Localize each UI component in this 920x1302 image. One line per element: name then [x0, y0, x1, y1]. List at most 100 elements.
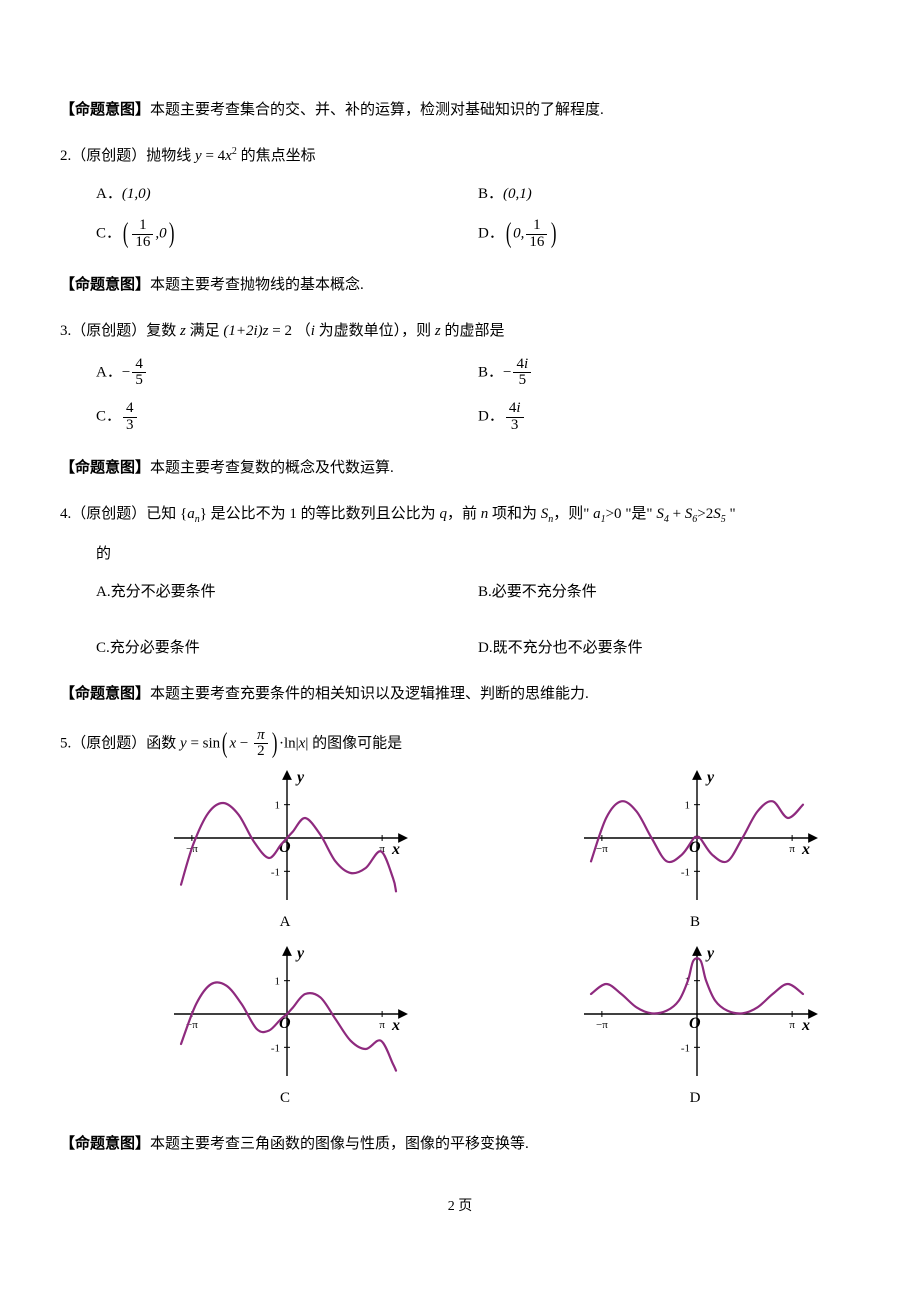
t: ·ln| — [279, 735, 299, 751]
t: (1+2 — [223, 323, 253, 339]
paren: ) — [168, 220, 174, 248]
t: " — [726, 506, 736, 522]
den: 3 — [506, 418, 524, 434]
q2-x: x — [225, 148, 232, 164]
opt-text: 既不充分也不必要条件 — [493, 640, 643, 656]
q3-stem: 3.（原创题）复数 z 满足 (1+2i)z = 2 （i 为虚数单位），则 z… — [60, 319, 860, 343]
t: 为虚数单位），则 — [315, 323, 435, 339]
opt-label: A． — [96, 186, 122, 202]
graph-c-cell: −ππ1-1yxO C — [120, 944, 450, 1110]
fraction: 43 — [123, 401, 137, 434]
intent-label: 【命题意图】 — [60, 277, 150, 293]
t: 4.（原创题）已知 — [60, 506, 180, 522]
q2-suffix: 的焦点坐标 — [237, 148, 316, 164]
question-3: 3.（原创题）复数 z 满足 (1+2i)z = 2 （i 为虚数单位），则 z… — [60, 319, 860, 434]
t: 项和为 — [488, 506, 541, 522]
svg-text:−π: −π — [596, 1019, 608, 1031]
t: S — [713, 506, 721, 522]
opt-label: D. — [478, 640, 493, 656]
q2-option-d: D．(0,116) — [478, 218, 860, 251]
svg-text:y: y — [295, 769, 305, 786]
graph-grid: −ππ1-1yxO A −ππ1-1yxO B −ππ1-1yxO C −ππ1… — [60, 768, 860, 1110]
svg-text:-1: -1 — [681, 1042, 690, 1054]
q2-stem: 2.（原创题）抛物线 y = 4x2 的焦点坐标 — [60, 144, 860, 168]
sign: − — [503, 364, 511, 380]
opt-label: D． — [478, 226, 504, 242]
opt-label: A． — [96, 364, 122, 380]
svg-text:y: y — [295, 945, 305, 962]
svg-text:π: π — [789, 1019, 795, 1031]
svg-text:-1: -1 — [681, 866, 690, 878]
q3-option-d: D．4i3 — [478, 401, 860, 434]
q4-option-d: D.既不充分也不必要条件 — [478, 636, 860, 660]
num: 4i — [506, 401, 524, 418]
graph-c-label: C — [120, 1086, 450, 1110]
q5-stem: 5.（原创题）函数 y = sin(x − π2)·ln|x| 的图像可能是 — [60, 728, 860, 761]
t: + — [669, 506, 685, 522]
intent-label: 【命题意图】 — [60, 102, 150, 118]
t: 的虚部是 — [441, 323, 505, 339]
fraction: π2 — [254, 728, 268, 761]
fraction: 4i3 — [506, 401, 524, 434]
paren: ) — [272, 730, 278, 758]
opt-label: C． — [96, 226, 121, 242]
den: 5 — [132, 373, 146, 389]
i: i — [516, 400, 520, 416]
q2-prefix: 2.（原创题）抛物线 — [60, 148, 195, 164]
svg-text:−π: −π — [596, 843, 608, 855]
t: q — [439, 506, 447, 522]
opt-label: A. — [96, 584, 111, 600]
q4-option-b: B.必要不充分条件 — [478, 580, 860, 604]
graph-a-label: A — [120, 910, 450, 934]
prefix: 0, — [513, 226, 524, 242]
t: } — [200, 506, 207, 522]
q2-option-c: C．(116,0) — [96, 218, 478, 251]
t: S — [656, 506, 664, 522]
t: | 的图像可能是 — [305, 735, 402, 751]
intent-4: 【命题意图】本题主要考查充要条件的相关知识以及逻辑推理、判断的思维能力. — [60, 682, 860, 706]
opt-text: 充分不必要条件 — [111, 584, 216, 600]
t: "是" — [622, 506, 657, 522]
graph-b-label: B — [530, 910, 860, 934]
opt-text: (1,0) — [122, 186, 151, 202]
num: 4 — [132, 357, 146, 374]
svg-text:x: x — [801, 841, 810, 858]
svg-text:π: π — [789, 843, 795, 855]
paren: ( — [506, 220, 512, 248]
opt-label: B. — [478, 584, 492, 600]
intent-text: 本题主要考查充要条件的相关知识以及逻辑推理、判断的思维能力. — [150, 686, 589, 702]
intent-1: 【命题意图】本题主要考查集合的交、并、补的运算，检测对基础知识的了解程度. — [60, 98, 860, 122]
opt-label: C． — [96, 409, 121, 425]
q2-eq: = 4 — [202, 148, 225, 164]
q2-y: y — [195, 148, 202, 164]
num: 4i — [513, 357, 531, 374]
t: a — [187, 506, 195, 522]
t: ，则" — [553, 506, 593, 522]
graph-d-label: D — [530, 1086, 860, 1110]
t: 3.（原创题）复数 — [60, 323, 180, 339]
intent-label: 【命题意图】 — [60, 460, 150, 476]
paren: ( — [222, 730, 228, 758]
svg-text:1: 1 — [685, 800, 691, 812]
fraction: 116 — [526, 218, 547, 251]
opt-text: 必要不充分条件 — [492, 584, 597, 600]
q2-option-b: B．(0,1) — [478, 182, 860, 206]
intent-text: 本题主要考查集合的交、并、补的运算，检测对基础知识的了解程度. — [150, 102, 604, 118]
opt-text: (0,1) — [503, 186, 532, 202]
num: 1 — [132, 218, 153, 235]
intent-text: 本题主要考查复数的概念及代数运算. — [150, 460, 394, 476]
q3-option-a: A．−45 — [96, 357, 478, 390]
den: 2 — [254, 744, 268, 760]
svg-text:π: π — [379, 1019, 385, 1031]
paren: ) — [551, 220, 557, 248]
question-5: 5.（原创题）函数 y = sin(x − π2)·ln|x| 的图像可能是 −… — [60, 728, 860, 1111]
graph-a-cell: −ππ1-1yxO A — [120, 768, 450, 934]
graph-d: −ππ1-1yxO — [570, 944, 820, 1084]
t: 满足 — [186, 323, 224, 339]
t: >0 — [606, 506, 622, 522]
intent-text: 本题主要考查抛物线的基本概念. — [150, 277, 364, 293]
i: i — [524, 356, 528, 372]
n: 4 — [516, 356, 524, 372]
den: 3 — [123, 418, 137, 434]
den: 5 — [513, 373, 531, 389]
